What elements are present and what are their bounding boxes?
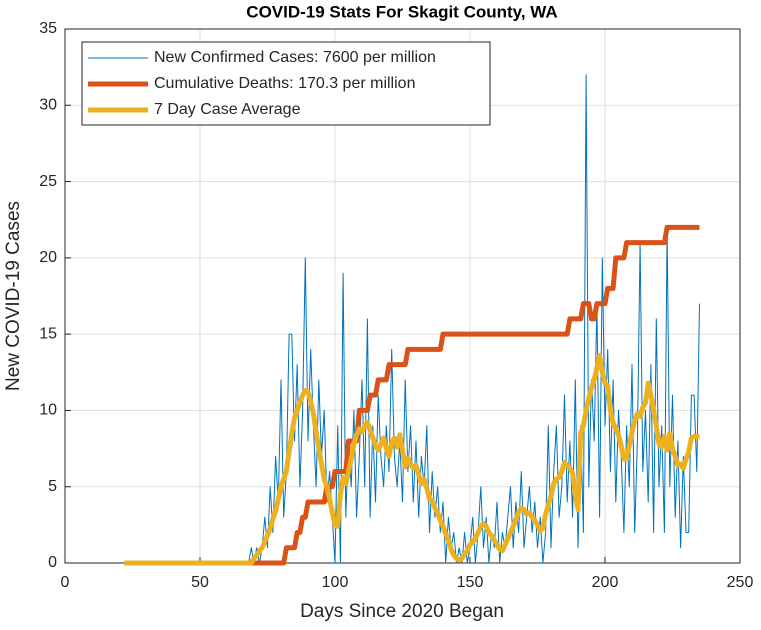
x-tick-label: 150 [457,574,484,591]
legend-label: New Confirmed Cases: 7600 per million [154,49,436,66]
y-tick-label: 25 [39,173,57,190]
chart-title: COVID-19 Stats For Skagit County, WA [246,2,557,21]
y-tick-label: 5 [48,478,57,495]
plot-frame [64,28,741,564]
x-tick-label: 50 [191,574,209,591]
x-tick-label: 200 [592,574,619,591]
y-tick-label: 35 [39,20,57,37]
y-tick-label: 10 [39,402,57,419]
y-axis-label: New COVID-19 Cases [3,201,24,391]
x-tick-label: 100 [322,574,349,591]
legend-label: Cumulative Deaths: 170.3 per million [154,75,415,92]
y-tick-label: 0 [48,554,57,571]
y-tick-label: 15 [39,325,57,342]
y-tick-label: 20 [39,249,57,266]
x-tick-label: 0 [61,574,70,591]
series-line [124,353,700,566]
x-axis-label: Days Since 2020 Began [300,601,504,622]
x-tick-label: 250 [727,574,754,591]
legend-box [81,41,491,126]
legend-label: 7 Day Case Average [154,101,301,118]
y-tick-label: 30 [39,97,57,114]
